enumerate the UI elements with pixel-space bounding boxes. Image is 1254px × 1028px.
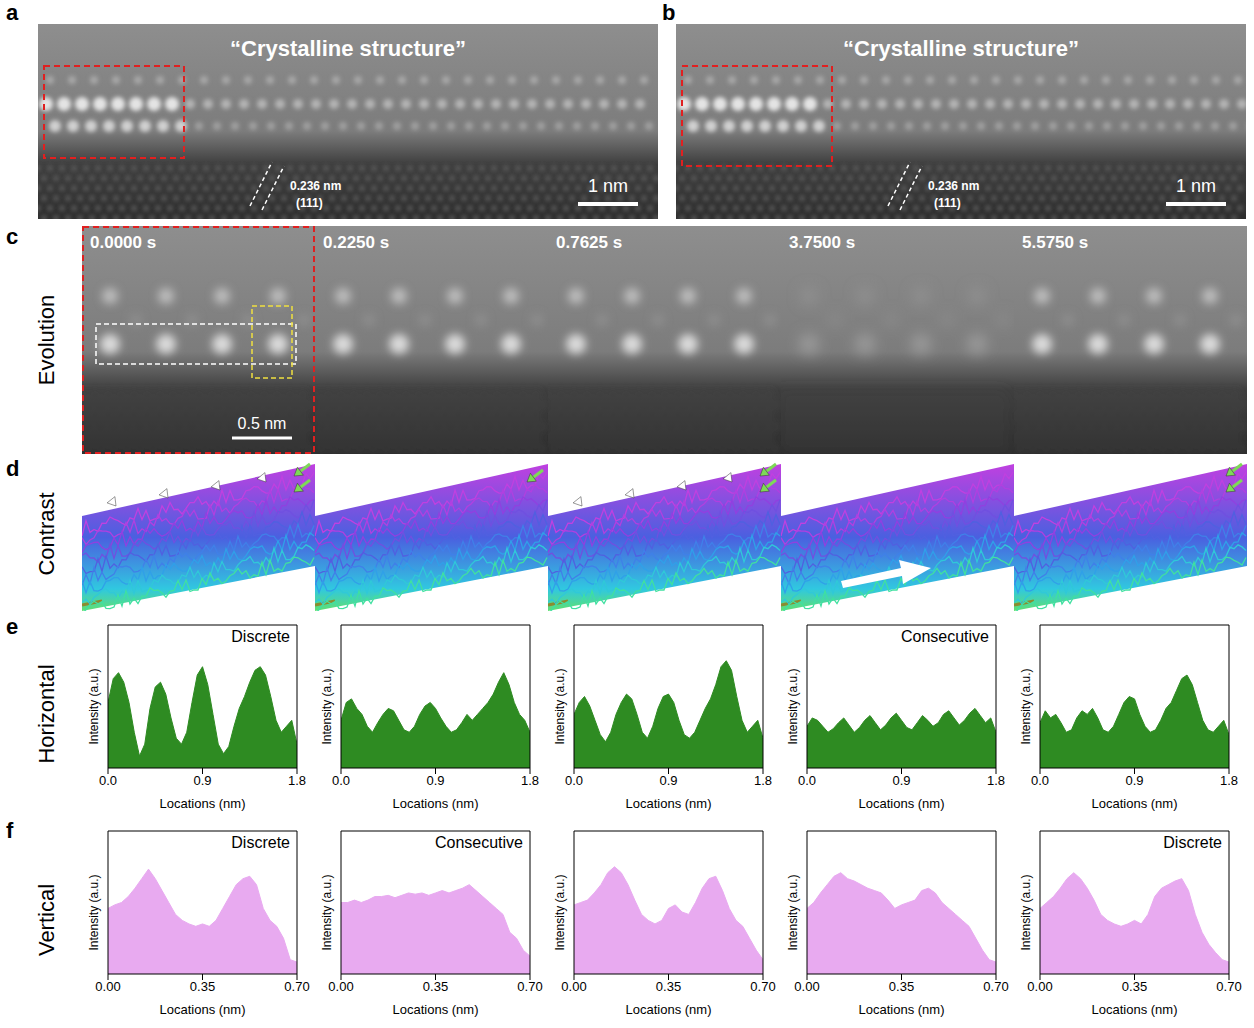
svg-text:Locations (nm): Locations (nm) bbox=[626, 796, 712, 811]
svg-text:0.0: 0.0 bbox=[332, 773, 350, 788]
svg-text:0.9: 0.9 bbox=[1125, 773, 1143, 788]
svg-text:0.0: 0.0 bbox=[798, 773, 816, 788]
svg-text:0.9: 0.9 bbox=[193, 773, 211, 788]
svg-text:0.35: 0.35 bbox=[889, 979, 914, 994]
html-text:c: c bbox=[6, 224, 19, 249]
html-text:b: b bbox=[662, 0, 676, 25]
html-text:f: f bbox=[6, 818, 14, 843]
svg-text:1.8: 1.8 bbox=[288, 773, 306, 788]
svg-text:Locations (nm): Locations (nm) bbox=[160, 1002, 246, 1017]
svg-text:Intensity (a.u.): Intensity (a.u.) bbox=[786, 668, 800, 744]
svg-text:0.9: 0.9 bbox=[892, 773, 910, 788]
svg-text:0.7625 s: 0.7625 s bbox=[556, 233, 622, 252]
svg-text:0.00: 0.00 bbox=[561, 979, 586, 994]
svg-text:1.8: 1.8 bbox=[521, 773, 539, 788]
svg-text:0.9: 0.9 bbox=[426, 773, 444, 788]
svg-text:Locations (nm): Locations (nm) bbox=[160, 796, 246, 811]
svg-text:0.9: 0.9 bbox=[659, 773, 677, 788]
svg-text:Intensity (a.u.): Intensity (a.u.) bbox=[87, 874, 101, 950]
svg-text:0.2250 s: 0.2250 s bbox=[323, 233, 389, 252]
svg-text:0.00: 0.00 bbox=[328, 979, 353, 994]
svg-text:0.70: 0.70 bbox=[517, 979, 542, 994]
svg-text:0.0: 0.0 bbox=[565, 773, 583, 788]
svg-text:1 nm: 1 nm bbox=[1176, 176, 1216, 196]
svg-text:Intensity (a.u.): Intensity (a.u.) bbox=[320, 668, 334, 744]
svg-text:0.236 nm: 0.236 nm bbox=[928, 179, 979, 193]
svg-text:Locations (nm): Locations (nm) bbox=[1092, 796, 1178, 811]
svg-text:5.5750 s: 5.5750 s bbox=[1022, 233, 1088, 252]
svg-text:Locations (nm): Locations (nm) bbox=[859, 796, 945, 811]
svg-text:0.0: 0.0 bbox=[99, 773, 117, 788]
svg-text:0.70: 0.70 bbox=[1216, 979, 1241, 994]
svg-text:0.5 nm: 0.5 nm bbox=[238, 415, 287, 432]
html-text:Discrete: Discrete bbox=[231, 834, 290, 851]
svg-text:(111): (111) bbox=[296, 196, 323, 210]
html-text:a: a bbox=[6, 0, 19, 25]
svg-text:Intensity (a.u.): Intensity (a.u.) bbox=[87, 668, 101, 744]
svg-text:“Crystalline structure”: “Crystalline structure” bbox=[230, 36, 466, 61]
svg-text:0.00: 0.00 bbox=[95, 979, 120, 994]
svg-text:0.0000 s: 0.0000 s bbox=[90, 233, 156, 252]
svg-text:Locations (nm): Locations (nm) bbox=[393, 796, 479, 811]
html-text:d: d bbox=[6, 456, 20, 481]
svg-text:Locations (nm): Locations (nm) bbox=[859, 1002, 945, 1017]
svg-text:Intensity (a.u.): Intensity (a.u.) bbox=[320, 874, 334, 950]
svg-text:0.35: 0.35 bbox=[190, 979, 215, 994]
svg-text:Locations (nm): Locations (nm) bbox=[393, 1002, 479, 1017]
svg-text:0.35: 0.35 bbox=[1122, 979, 1147, 994]
svg-text:Intensity (a.u.): Intensity (a.u.) bbox=[1019, 874, 1033, 950]
svg-text:Intensity (a.u.): Intensity (a.u.) bbox=[553, 874, 567, 950]
svg-text:0.0: 0.0 bbox=[1031, 773, 1049, 788]
svg-text:0.70: 0.70 bbox=[750, 979, 775, 994]
svg-text:Intensity (a.u.): Intensity (a.u.) bbox=[553, 668, 567, 744]
svg-text:Intensity (a.u.): Intensity (a.u.) bbox=[786, 874, 800, 950]
html-text:Contrast: Contrast bbox=[34, 491, 59, 576]
html-text:Vertical: Vertical bbox=[34, 883, 59, 957]
html-text:Discrete: Discrete bbox=[1163, 834, 1222, 851]
html-text:Horizontal: Horizontal bbox=[34, 664, 59, 764]
svg-text:1.8: 1.8 bbox=[754, 773, 772, 788]
html-text:e: e bbox=[6, 614, 19, 639]
html-text:Evolution: Evolution bbox=[34, 294, 59, 386]
html-text:Consecutive: Consecutive bbox=[901, 628, 989, 645]
svg-text:0.70: 0.70 bbox=[284, 979, 309, 994]
svg-text:Intensity (a.u.): Intensity (a.u.) bbox=[1019, 668, 1033, 744]
svg-text:0.70: 0.70 bbox=[983, 979, 1008, 994]
svg-text:0.35: 0.35 bbox=[423, 979, 448, 994]
html-text:Consecutive: Consecutive bbox=[435, 834, 523, 851]
svg-text:0.35: 0.35 bbox=[656, 979, 681, 994]
svg-text:Locations (nm): Locations (nm) bbox=[626, 1002, 712, 1017]
svg-text:0.236 nm: 0.236 nm bbox=[290, 179, 341, 193]
svg-text:(111): (111) bbox=[934, 196, 961, 210]
svg-text:Locations (nm): Locations (nm) bbox=[1092, 1002, 1178, 1017]
svg-text:0.00: 0.00 bbox=[1027, 979, 1052, 994]
html-text:Discrete: Discrete bbox=[231, 628, 290, 645]
svg-text:3.7500 s: 3.7500 s bbox=[789, 233, 855, 252]
svg-text:1.8: 1.8 bbox=[1220, 773, 1238, 788]
svg-text:0.00: 0.00 bbox=[794, 979, 819, 994]
svg-text:1 nm: 1 nm bbox=[588, 176, 628, 196]
svg-text:1.8: 1.8 bbox=[987, 773, 1005, 788]
svg-text:“Crystalline structure”: “Crystalline structure” bbox=[843, 36, 1079, 61]
